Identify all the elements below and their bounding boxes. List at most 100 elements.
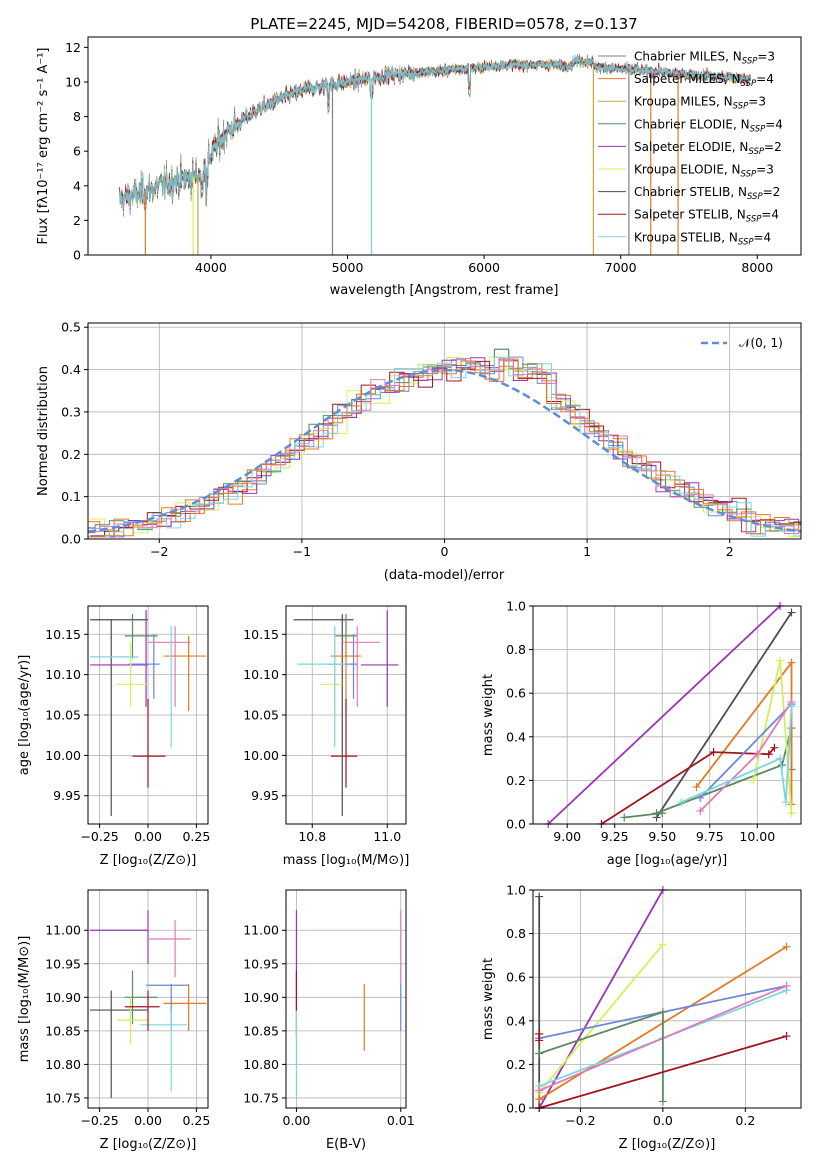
weight-point-marker	[787, 809, 796, 818]
age-vs-mass-panel: 10.8 11.0 9.95 10.00 10.05 10.10 10.15 mass [l…	[243, 605, 409, 868]
x-tick-label: −0.25	[80, 1113, 118, 1128]
model-spectrum-kroupa-stelib	[118, 54, 751, 210]
weight-point-marker	[782, 981, 791, 990]
y-tick-label: 0.1	[61, 489, 81, 504]
y-tick-label: 10.05	[45, 708, 81, 723]
weight-point-marker	[782, 942, 791, 951]
x-tick-label: 0.01	[387, 1113, 415, 1128]
y-tick-label: 4	[73, 178, 81, 193]
y-tick-label: 0	[73, 248, 81, 263]
y-tick-label: 11.00	[243, 923, 279, 938]
weight-point-marker	[658, 809, 667, 818]
y-tick-label: 10.10	[45, 667, 81, 682]
gauss-legend-label: 𝒩(0, 1)	[739, 336, 783, 350]
weight-point-marker	[696, 793, 705, 802]
y-tick-label: 10.75	[243, 1090, 279, 1105]
spectrum-legend: Chabrier MILES, NSSP=3 Salpeter MILES, NS…	[598, 50, 783, 247]
y-tick-label: 9.95	[251, 788, 279, 803]
legend-label: Salpeter ELODIE, NSSP=2	[634, 140, 782, 157]
legend-label: Salpeter STELIB, NSSP=4	[634, 208, 779, 225]
x-tick-label: 9.00	[553, 829, 581, 844]
legend-label: Chabrier MILES, NSSP=3	[634, 50, 775, 67]
weight-point-marker	[764, 750, 773, 759]
x-tick-label: 1	[583, 544, 591, 559]
histogram-x-label: (data-model)/error	[384, 568, 505, 583]
x-tick-label: 9.50	[648, 829, 676, 844]
x-tick-label: 7000	[605, 260, 637, 275]
y-tick-label: 0.0	[506, 817, 526, 832]
weight-point-marker	[620, 813, 629, 822]
y-tick-label: 10.05	[243, 708, 279, 723]
mass-vs-z-ticks: −0.25 0.00 0.25 10.75 10.80 10.85 10.90 10.95 11…	[45, 923, 210, 1128]
weight-point-marker	[770, 743, 779, 752]
weight-vs-age-x-label: age [log₁₀(age/yr)]	[607, 853, 728, 868]
x-tick-label: −0.25	[80, 829, 118, 844]
y-tick-label: 8	[73, 109, 81, 124]
weight-vs-z-marks	[535, 886, 791, 1112]
x-tick-label: 0.00	[134, 1113, 162, 1128]
spectrum-title: PLATE=2245, MJD=54208, FIBERID=0578, z=0…	[250, 15, 637, 33]
weight-point-marker	[787, 702, 796, 711]
legend-label: Chabrier ELODIE, NSSP=4	[634, 117, 783, 134]
histogram-y-label: Normed distribution	[36, 366, 51, 496]
weight-point-marker	[535, 1095, 544, 1104]
gauss-curve	[87, 368, 802, 533]
x-tick-label: 0.00	[283, 1113, 311, 1128]
y-tick-label: 0.3	[61, 404, 81, 419]
weight-point-marker	[782, 1032, 791, 1041]
weight-line-chabrier-miles	[699, 703, 793, 799]
residual-histogram-panel: −2 −1 0 1 2 0.0 0.1 0.2 0.3 0.4 0.5 (data-model)/e…	[36, 320, 802, 583]
y-tick-label: 0.5	[61, 320, 81, 335]
y-tick-label: 10.75	[45, 1090, 81, 1105]
spectrum-plot-area	[118, 53, 751, 255]
y-tick-label: 0.4	[61, 362, 81, 377]
y-tick-label: 10.95	[243, 956, 279, 971]
y-tick-label: 10.85	[45, 1023, 81, 1038]
y-tick-label: 6	[73, 144, 81, 159]
x-tick-label: 6000	[468, 260, 500, 275]
x-tick-label: 5000	[332, 260, 364, 275]
weight-vs-age-ticks: 9.00 9.25 9.50 9.75 10.00 0.0 0.2 0.4 0.6 0.8 1.0	[506, 599, 775, 845]
y-tick-label: 0.2	[506, 773, 526, 788]
spectrum-frame	[87, 36, 802, 256]
weight-point-marker	[709, 748, 718, 757]
age-vs-z-ticks: −0.25 0.00 0.25 9.95 10.00 10.05 10.10 10.15	[45, 627, 210, 844]
y-tick-label: 10.10	[243, 667, 279, 682]
weight-line-kroupa-stelib	[680, 706, 793, 804]
x-tick-label: 11.0	[373, 829, 401, 844]
spectrum-panel: PLATE=2245, MJD=54208, FIBERID=0578, z=0…	[36, 15, 802, 298]
mass-vs-z-panel: −0.25 0.00 0.25 10.75 10.80 10.85 10.90 10.95 11…	[17, 889, 210, 1152]
weight-point-marker	[781, 798, 790, 807]
weight-point-marker	[535, 1049, 544, 1058]
histogram-plot-area	[87, 348, 802, 538]
y-tick-label: 2	[73, 213, 81, 228]
x-tick-label: 2	[726, 544, 734, 559]
weight-point-marker	[677, 798, 686, 807]
weight-point-marker	[692, 782, 701, 791]
weight-point-marker	[535, 1029, 544, 1038]
age-vs-mass-marks	[293, 610, 399, 816]
weight-point-marker	[658, 1097, 667, 1106]
histogram-ticks: −2 −1 0 1 2 0.0 0.1 0.2 0.3 0.4 0.5	[61, 320, 734, 559]
weight-point-marker	[776, 754, 785, 763]
spectrum-y-label: Flux [fλ10⁻¹⁷ erg cm⁻² s⁻¹ A⁻¹]	[36, 48, 51, 245]
legend-label: Kroupa ELODIE, NSSP=3	[634, 163, 774, 180]
weight-point-marker	[787, 608, 796, 617]
histogram-chabrier-miles	[88, 348, 801, 538]
age-vs-mass-ticks: 10.8 11.0 9.95 10.00 10.05 10.10 10.15	[243, 627, 401, 844]
weight-point-marker	[658, 940, 667, 949]
x-tick-label: 9.75	[696, 829, 724, 844]
histogram-legend: 𝒩(0, 1)	[701, 336, 783, 350]
weight-vs-age-marks	[544, 602, 796, 828]
weight-line-kroupa-elodie	[538, 943, 664, 1094]
spectrum-x-label: wavelength [Angstrom, rest frame]	[330, 283, 559, 298]
age-vs-z-y-label: age [log₁₀(age/yr)]	[17, 655, 32, 776]
x-tick-label: 0.25	[182, 1113, 210, 1128]
weight-vs-z-x-label: Z [log₁₀(Z/Z⊙)]	[619, 1137, 716, 1152]
mass-vs-ebv-panel: 0.00 0.01 10.75 10.80 10.85 10.90 10.95 11.00 E…	[243, 889, 415, 1152]
weight-point-marker	[535, 892, 544, 901]
spectrum-ticks: 4000 5000 6000 7000 8000 0 2 4 6 8 10 12	[65, 40, 773, 275]
x-tick-label: −2	[150, 544, 168, 559]
weight-vs-z-ticks: −0.2 0.0 0.2 0.0 0.2 0.4 0.6 0.8 1.0	[506, 883, 755, 1129]
weight-point-marker	[696, 806, 705, 815]
